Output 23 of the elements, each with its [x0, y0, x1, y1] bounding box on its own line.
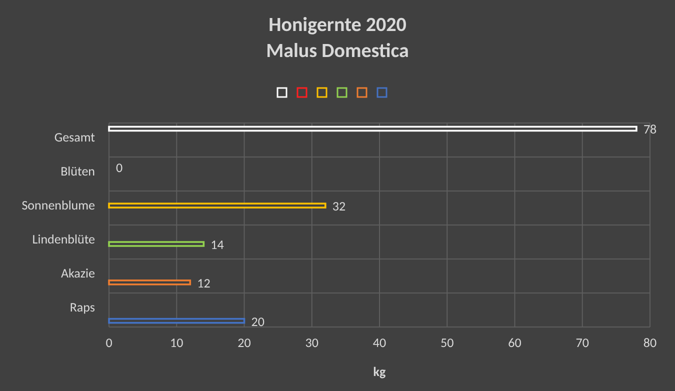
x-tick-label: 40: [372, 336, 386, 351]
x-tick-label: 20: [238, 336, 252, 351]
data-label: 12: [197, 276, 211, 292]
data-label: 78: [643, 122, 658, 138]
x-tick-label: 0: [106, 336, 113, 351]
x-tick-label: 80: [643, 336, 657, 351]
y-tick-label: Akazie: [60, 266, 95, 282]
chart-title: Honigernte 2020 Malus Domestica: [266, 13, 409, 63]
x-tick-label: 10: [170, 336, 184, 351]
data-label: 14: [210, 238, 224, 253]
y-tick-label: Raps: [70, 300, 95, 316]
y-tick-label: Lindenblüte: [32, 232, 95, 248]
x-tick-label: 60: [508, 336, 522, 351]
y-tick-label: Blüten: [60, 164, 96, 180]
x-tick-label: 70: [576, 336, 590, 351]
y-tick-label: Sonnenblume: [22, 198, 95, 214]
y-tick-label: Gesamt: [54, 130, 96, 146]
data-label: 32: [332, 200, 346, 215]
x-tick-label: 50: [440, 336, 454, 351]
x-tick-label: 30: [305, 336, 319, 351]
data-label: 20: [251, 314, 265, 330]
x-axis-title: kg: [373, 365, 387, 380]
data-label: 0: [116, 161, 123, 176]
